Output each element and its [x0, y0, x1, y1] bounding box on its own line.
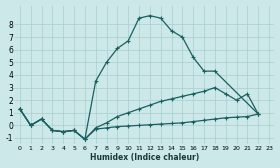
- X-axis label: Humidex (Indice chaleur): Humidex (Indice chaleur): [90, 153, 199, 162]
